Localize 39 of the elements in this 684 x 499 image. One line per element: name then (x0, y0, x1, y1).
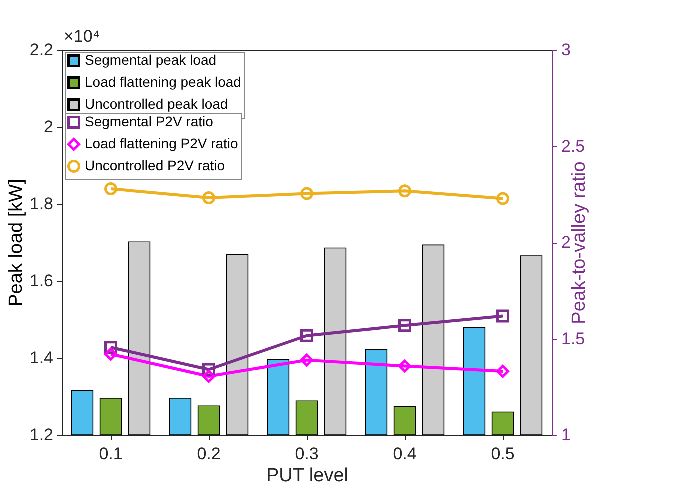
x-tick-label: 0.1 (99, 444, 123, 464)
y2-tick-label: 3 (562, 40, 571, 60)
y-tick-label: 1.4 (30, 348, 54, 368)
y-tick-label: 1.8 (30, 194, 54, 214)
legend-label: Segmental P2V ratio (85, 114, 214, 130)
legend-label: Segmental peak load (85, 52, 217, 68)
point (104, 348, 118, 361)
point (300, 187, 314, 200)
point (300, 329, 314, 342)
x-tick-label: 0.4 (393, 444, 417, 464)
y2-axis-title: Peak-to-valley ratio (569, 162, 590, 324)
legend-label: Load flattening peak load (85, 74, 242, 90)
point (398, 360, 412, 373)
y2-tick-label: 2.5 (562, 136, 586, 156)
y2-tick-label: 1.5 (562, 329, 586, 348)
x-tick-label: 0.3 (295, 444, 319, 464)
legend-label: Load flattening P2V ratio (85, 136, 239, 152)
y2-tick-label: 1 (562, 426, 571, 444)
x-axis-title: PUT level (266, 466, 349, 486)
y-tick-label: 2 (44, 118, 54, 136)
y-tick-label: 1.2 (30, 426, 54, 444)
point (398, 184, 412, 198)
y-tick-label: 1.6 (30, 272, 54, 290)
point (496, 192, 510, 206)
point (398, 319, 412, 332)
point (202, 370, 216, 383)
point (300, 354, 314, 367)
point (496, 364, 510, 378)
legend-label: Uncontrolled peak load (85, 96, 228, 112)
x-tick-label: 0.2 (197, 444, 221, 464)
legend-label: Uncontrolled P2V ratio (85, 158, 226, 174)
y-tick-label: 2.2 (30, 40, 54, 60)
y2-tick-label: 2 (562, 233, 571, 252)
y-axis-title: Peak load [kW] (6, 179, 27, 307)
text: ×10⁴ (64, 27, 100, 46)
point (202, 192, 216, 205)
point (496, 310, 510, 323)
x-tick-label: 0.5 (491, 444, 515, 464)
point (104, 182, 118, 196)
